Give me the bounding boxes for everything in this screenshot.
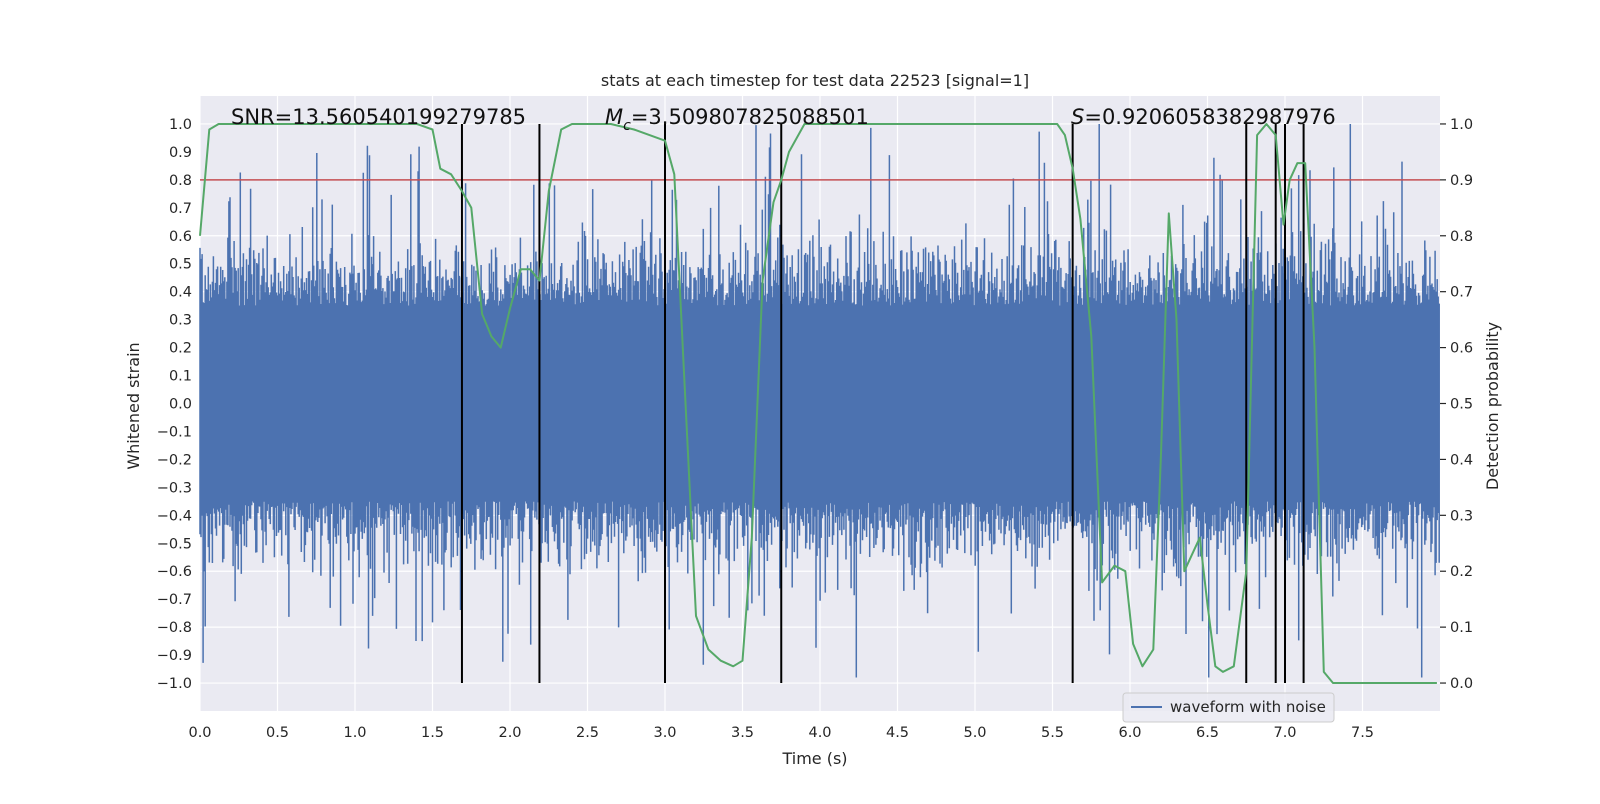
y-right-tick-label: 0.0 — [1450, 676, 1473, 692]
y-tick-label: 0.5 — [169, 257, 192, 273]
y-right-tick-label: 0.1 — [1450, 620, 1473, 636]
x-tick-label: 4.0 — [808, 725, 831, 741]
s-value: =0.9206058382987976 — [1084, 105, 1335, 129]
x-tick-label: 0.5 — [266, 725, 289, 741]
waveform-series — [199, 124, 1440, 678]
y-tick-label: −0.4 — [157, 508, 192, 524]
y-tick-label: 0.7 — [169, 201, 192, 217]
s-annotation: S=0.9206058382987976 — [1071, 105, 1336, 129]
x-tick-label: 3.0 — [653, 725, 676, 741]
x-tick-label: 1.0 — [343, 725, 366, 741]
y-tick-label: 0.2 — [169, 341, 192, 357]
x-tick-label: 4.5 — [886, 725, 909, 741]
y-axis-title: Whitened strain — [124, 342, 143, 469]
y-right-tick-label: 0.6 — [1450, 341, 1473, 357]
x-tick-label: 7.5 — [1351, 725, 1374, 741]
y-tick-label: −0.6 — [157, 564, 192, 580]
y-right-tick-label: 0.5 — [1450, 397, 1473, 413]
y-tick-label: 0.0 — [169, 397, 192, 413]
y-right-tick-label: 0.8 — [1450, 229, 1473, 245]
y-right-axis-ticks: 1.0 0.9 0.8 0.7 0.6 0.5 0.4 0.3 0.2 0.1 0.0 — [1440, 117, 1473, 692]
x-axis-title: Time (s) — [781, 749, 847, 768]
y-tick-label: 1.0 — [169, 117, 192, 133]
y-tick-label: 0.3 — [169, 313, 192, 329]
legend: waveform with noise — [1122, 692, 1335, 723]
chart-title: stats at each timestep for test data 225… — [601, 71, 1029, 90]
x-tick-label: 2.5 — [576, 725, 599, 741]
y-tick-label: −0.5 — [157, 536, 192, 552]
y-tick-label: −0.3 — [157, 480, 192, 496]
x-tick-label: 3.5 — [731, 725, 754, 741]
legend-box — [1122, 692, 1335, 723]
x-tick-label: 2.0 — [498, 725, 521, 741]
y-axis-ticks: 1.0 0.9 0.8 0.7 0.6 0.5 0.4 0.3 0.2 0.1 0.0 −0.1 −0.… — [157, 117, 192, 692]
legend-label: waveform with noise — [1170, 698, 1326, 716]
x-tick-label: 1.5 — [421, 725, 444, 741]
y-tick-label: 0.1 — [169, 369, 192, 385]
y-tick-label: −0.9 — [157, 648, 192, 664]
x-tick-label: 7.0 — [1273, 725, 1296, 741]
waveform-trace — [199, 124, 1440, 678]
x-axis-ticks: 0.0 0.5 1.0 1.5 2.0 2.5 3.0 3.5 4.0 4.5 5.0 5.5 6.0 6… — [188, 725, 1374, 741]
x-tick-label: 0.0 — [188, 725, 211, 741]
mc-value: =3.509807825088501 — [631, 105, 869, 129]
y-tick-label: −0.1 — [157, 424, 192, 440]
y-right-tick-label: 0.7 — [1450, 285, 1473, 301]
y-tick-label: −1.0 — [157, 676, 192, 692]
mc-symbol: M — [605, 105, 623, 129]
s-symbol: S — [1071, 105, 1084, 129]
mc-subscript: c — [623, 118, 631, 134]
y-right-tick-label: 0.3 — [1450, 508, 1473, 524]
chirp-mass-annotation: Mc=3.509807825088501 — [605, 105, 869, 134]
y-tick-label: 0.9 — [169, 145, 192, 161]
y-tick-label: −0.2 — [157, 452, 192, 468]
y-tick-label: −0.8 — [157, 620, 192, 636]
y-right-tick-label: 0.4 — [1450, 452, 1473, 468]
y-tick-label: 0.8 — [169, 173, 192, 189]
event-lines — [460, 123, 1305, 684]
x-tick-label: 6.5 — [1196, 725, 1219, 741]
probability-series — [199, 123, 1437, 684]
y-right-tick-label: 0.9 — [1450, 173, 1473, 189]
y-right-axis-title: Detection probability — [1483, 322, 1502, 490]
probability-curve — [199, 123, 1437, 684]
y-tick-label: 0.6 — [169, 229, 192, 245]
y-right-tick-label: 1.0 — [1450, 117, 1473, 133]
snr-annotation: SNR=13.560540199279785 — [231, 105, 526, 129]
x-tick-label: 6.0 — [1118, 725, 1141, 741]
y-tick-label: −0.7 — [157, 592, 192, 608]
y-tick-label: 0.4 — [169, 285, 192, 301]
y-right-tick-label: 0.2 — [1450, 564, 1473, 580]
x-tick-label: 5.0 — [963, 725, 986, 741]
x-tick-label: 5.5 — [1041, 725, 1064, 741]
